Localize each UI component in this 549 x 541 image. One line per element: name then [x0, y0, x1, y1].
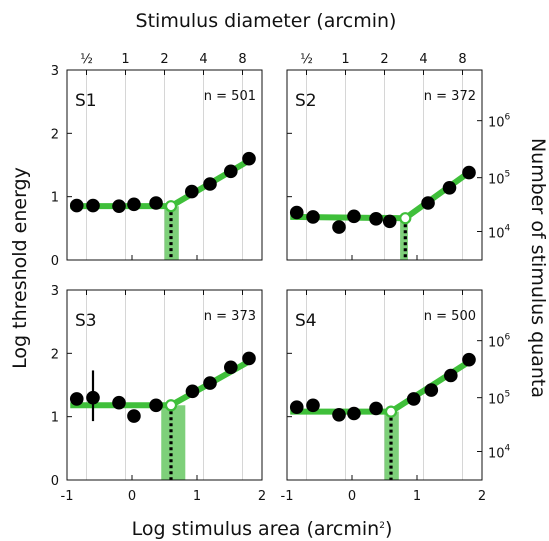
right-tick-label: 106 [488, 333, 511, 351]
data-point [203, 376, 217, 390]
data-point [424, 383, 439, 397]
y-tick-label: 3 [51, 64, 59, 79]
x-tick-label: -1 [281, 489, 294, 504]
data-point [69, 198, 84, 213]
x-tick-label: 1 [193, 489, 201, 504]
top-tick-label: 4 [199, 52, 207, 67]
data-point [242, 351, 256, 366]
data-point [369, 212, 383, 226]
bottom-axis-title-main: Log stimulus area (arcmin [132, 518, 380, 540]
panel-s2: S2 n = 372 ½ 1 2 4 8 104 105 106 [286, 52, 511, 261]
data-point [421, 196, 435, 210]
data-point [444, 368, 458, 383]
top-tick-label: 2 [380, 52, 388, 67]
ci-band [384, 411, 399, 480]
x-tick-label: 0 [348, 489, 356, 504]
data-point [369, 401, 383, 416]
corner-marker [399, 212, 412, 225]
right-axis-title: Number of stimulus quanta [527, 138, 549, 398]
y-tick-label: 0 [51, 254, 59, 269]
data-point [462, 165, 476, 180]
data-point [406, 392, 421, 406]
bottom-axis-title-end: ) [385, 518, 392, 540]
panel-label: S4 [295, 311, 317, 331]
top-tick-label: 1 [341, 52, 349, 67]
right-tick-label: 105 [488, 390, 510, 408]
x-tick-label: 2 [258, 489, 266, 504]
top-tick-label: 2 [160, 52, 168, 67]
data-point [306, 398, 320, 413]
bottom-axis-title-sup: 2 [379, 521, 385, 531]
data-point [127, 197, 141, 212]
fit-line [290, 167, 475, 222]
data-point [112, 395, 126, 410]
data-point [127, 409, 141, 423]
data-point [289, 400, 304, 414]
data-point [112, 199, 126, 213]
data-point [149, 398, 163, 413]
x-tick-label: 0 [128, 489, 136, 504]
data-point [224, 164, 238, 179]
data-point [224, 360, 238, 375]
top-tick-label: 4 [419, 52, 427, 67]
x-tick-label: 2 [478, 489, 486, 504]
panel-label: S2 [295, 91, 317, 111]
corner-marker [384, 405, 398, 418]
x-tick-label: 1 [413, 489, 421, 504]
data-point [86, 390, 100, 405]
data-point [149, 196, 163, 210]
y-tick-label: 0 [51, 474, 59, 489]
x-tick-label: -1 [61, 489, 74, 504]
n-count-label: n = 372 [424, 89, 476, 104]
corner-marker [164, 399, 178, 412]
y-tick-label: 1 [51, 411, 59, 426]
top-tick-label: 8 [238, 52, 246, 67]
data-point [332, 220, 346, 234]
n-count-label: n = 500 [424, 309, 476, 324]
right-tick-label: 105 [488, 170, 510, 188]
right-tick-label: 104 [488, 224, 511, 242]
data-point [347, 406, 361, 421]
y-tick-label: 2 [51, 347, 59, 362]
data-point [382, 214, 397, 229]
top-tick-label: ½ [300, 52, 313, 67]
right-tick-label: 106 [488, 113, 511, 131]
bottom-axis-title: Log stimulus area (arcmin2) [132, 518, 393, 540]
data-point [462, 352, 476, 367]
data-point [69, 392, 84, 406]
n-count-label: n = 501 [204, 89, 256, 104]
data-point [185, 184, 199, 199]
data-point [185, 384, 200, 399]
corner-marker [164, 200, 178, 213]
panel-s4: S4 n = 500 -1 0 1 2 104 105 106 [281, 289, 511, 504]
panel-s1: S1 n = 501 ½ 1 2 4 8 0 1 2 3 [51, 52, 263, 269]
data-point [442, 181, 457, 195]
ci-band [161, 405, 186, 480]
data-point [86, 198, 100, 213]
data-point [289, 205, 304, 220]
top-axis-title: Stimulus diameter (arcmin) [136, 10, 397, 32]
y-tick-label: 3 [51, 284, 59, 299]
data-point [332, 407, 346, 422]
top-tick-label: 8 [458, 52, 466, 67]
top-tick-label: 1 [121, 52, 129, 67]
y-tick-label: 1 [51, 191, 59, 206]
y-tick-label: 2 [51, 127, 59, 142]
n-count-label: n = 373 [204, 309, 256, 324]
data-point [347, 209, 361, 224]
data-point [203, 177, 217, 191]
data-point [306, 210, 320, 224]
top-tick-label: ½ [80, 52, 93, 67]
data-point [242, 151, 256, 166]
left-axis-title: Log threshold energy [9, 167, 31, 369]
right-tick-label: 104 [488, 444, 511, 462]
panel-label: S1 [75, 91, 97, 111]
panel-label: S3 [75, 311, 97, 331]
